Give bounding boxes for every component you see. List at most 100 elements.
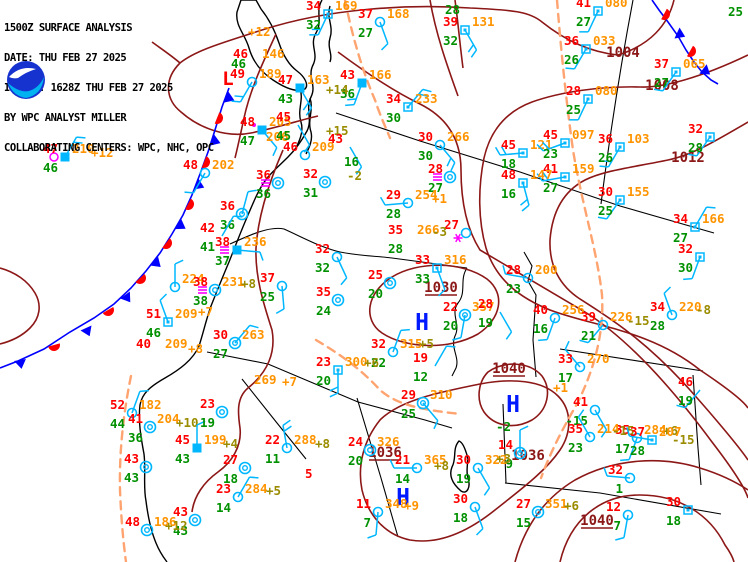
warm-front-semicircle-icon: [201, 156, 210, 168]
cold-front-triangle-icon: [699, 64, 711, 75]
wind-barb-icon: [684, 389, 701, 409]
noaa-gull-shape: [9, 68, 36, 79]
temperature-value: 23: [316, 354, 331, 369]
dewpoint-value: 43: [124, 470, 139, 485]
station-circle-icon: [139, 460, 153, 474]
warm-front-semicircle-icon: [102, 307, 114, 316]
state-border-line: [241, 378, 307, 460]
wind-barb-tick-icon: [536, 173, 543, 182]
wind-barb-tick-icon: [347, 98, 357, 101]
dewpoint-value: 28: [688, 140, 703, 155]
pressure-value: 310: [430, 387, 453, 402]
station-inner-circle-icon: [218, 409, 225, 416]
wind-barb-tick-icon: [259, 251, 264, 261]
cold-front-triangle-icon: [209, 134, 221, 146]
station-square-icon: [683, 505, 693, 515]
pressure-tendency-value: +8: [315, 436, 330, 451]
station-square-dot-icon: [686, 508, 690, 512]
pressure-tendency-value: +5: [419, 336, 434, 351]
pressure-value: 322: [485, 452, 508, 467]
wind-barb-tick-icon: [475, 528, 484, 536]
temperature-value: 12: [606, 499, 621, 514]
station-square-icon: [403, 102, 413, 112]
station-plot: 40 209 +8: [136, 336, 203, 356]
isobar-line: [0, 267, 40, 345]
noaa-logo: [5, 58, 47, 104]
dewpoint-value: 17: [615, 441, 630, 456]
pressure-tendency-value: +6: [564, 498, 579, 513]
pressure-tendency-value: -15: [627, 313, 650, 328]
pressure-value: 205: [269, 114, 292, 129]
pressure-tendency-value: +7: [198, 304, 213, 319]
station-circle-icon: [281, 442, 293, 454]
warm-front-semicircle-icon: [661, 8, 670, 20]
coastline-path: [450, 440, 470, 493]
temperature-value: 35: [388, 222, 403, 237]
pressure-value: 256: [562, 302, 585, 317]
temperature-value: 28: [428, 161, 443, 176]
wind-barb-tick-icon: [329, 386, 339, 392]
dewpoint-value: 28: [388, 241, 403, 256]
station-square-dot-icon: [693, 225, 697, 229]
pressure-value: 284: [245, 481, 268, 496]
station-plot: 32 31 -2: [303, 166, 362, 200]
station-square-dot-icon: [596, 9, 600, 13]
wind-barb-icon: [422, 402, 439, 422]
temperature-value: 41: [543, 161, 558, 176]
warm-front-semicircle-icon: [135, 273, 146, 284]
temperature-value: 37: [358, 6, 373, 21]
station-plot: 38 231 38 +8: [193, 274, 256, 308]
temperature-value: 45: [276, 109, 291, 124]
pressure-value: 214: [597, 421, 620, 436]
dewpoint-value: 37: [215, 253, 230, 268]
pressure-value: 224: [182, 271, 205, 286]
station-circle-icon: [597, 319, 609, 331]
temperature-value: 42: [200, 220, 215, 235]
station-plot: 38 236 37: [215, 234, 267, 268]
station-filled-square-icon: [295, 83, 305, 93]
temperature-value: 27: [516, 496, 531, 511]
dewpoint-value: 21: [581, 328, 596, 343]
pressure-value: 200: [535, 262, 558, 277]
station-circle-icon: [169, 281, 181, 293]
station-plot: 29 254 28 +1: [379, 187, 447, 221]
dewpoint-value: 25: [260, 289, 275, 304]
pressure-value: 209: [175, 306, 198, 321]
dewpoint-value: 28: [386, 206, 401, 221]
pressure-value: 159: [572, 161, 595, 176]
temperature-value: 24: [348, 434, 363, 449]
station-circle-icon: [126, 407, 138, 419]
cold-front-triangle-icon: [223, 91, 235, 103]
station-inner-circle-icon: [387, 280, 394, 287]
pressure-tendency-value: +4: [223, 436, 238, 451]
station-square-dot-icon: [336, 368, 340, 372]
station-square-dot-icon: [618, 145, 622, 149]
dewpoint-value: 14: [395, 471, 410, 486]
pressure-tendency-value: 46: [231, 56, 246, 71]
temperature-value: 43: [173, 504, 188, 519]
temperature-value: 38: [193, 274, 208, 289]
pressure-value: 166: [702, 211, 725, 226]
dewpoint-value: 47: [240, 133, 255, 148]
temperature-value: 39: [581, 309, 596, 324]
wind-barb-tick-icon: [174, 259, 184, 265]
pressure-value: 210: [72, 141, 95, 156]
temperature-value: 40: [533, 302, 548, 317]
wind-barb-tick-icon: [450, 162, 456, 172]
wind-barb-tick-icon: [446, 345, 456, 348]
station-circle-icon: [238, 461, 252, 475]
station-circle-icon: [140, 523, 154, 537]
wind-barb-tick-icon: [500, 146, 507, 155]
station-plot: 24 326 20: [348, 434, 400, 468]
station-plot: 22 288 11 +8: [265, 419, 330, 466]
dewpoint-value: 14: [216, 500, 231, 515]
wind-barb-tick-icon: [159, 293, 168, 301]
wind-barb-tick-icon: [272, 147, 278, 157]
station-square-icon: [560, 138, 570, 148]
station-plot: 32 315 22 +5: [371, 328, 434, 370]
station-plot: 30 266 30: [418, 129, 470, 172]
pressure-value: 209: [312, 139, 335, 154]
